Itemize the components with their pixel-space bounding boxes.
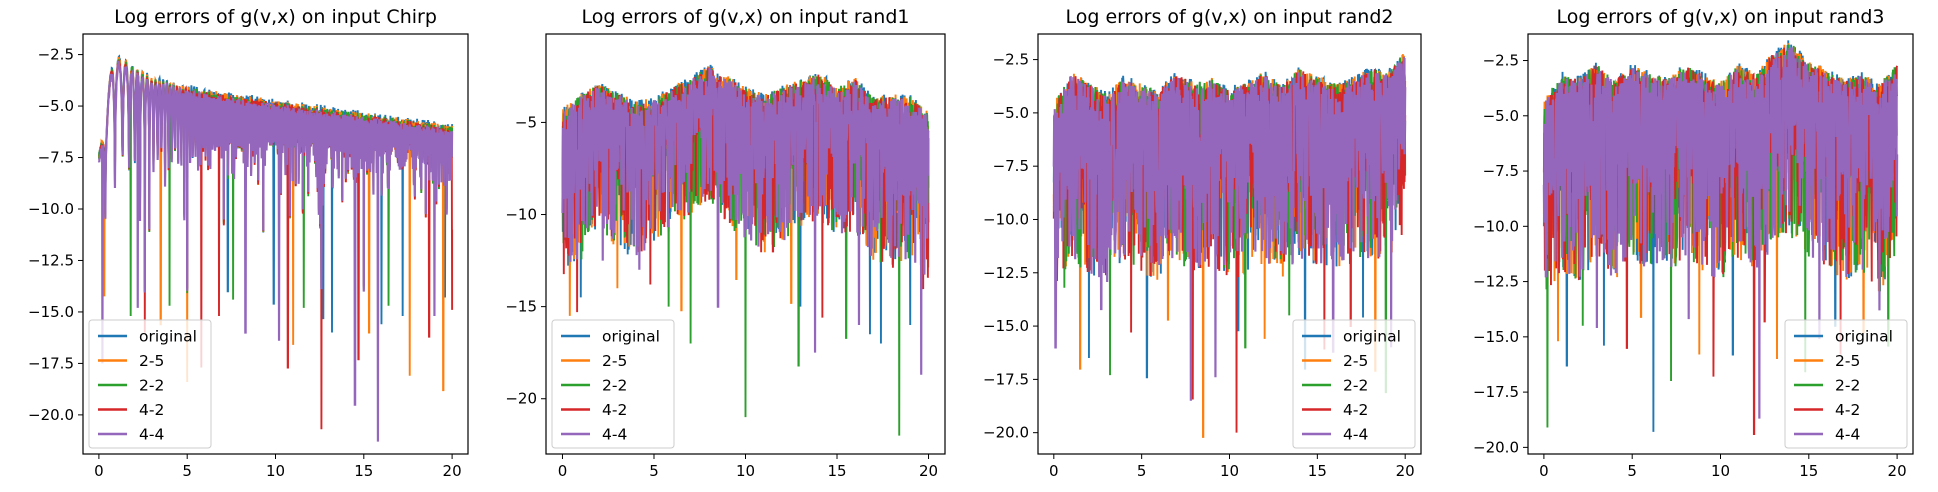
chart-panel-4: Log errors of g(v,x) on input rand3 0 5 10 1… [1473,6,1914,480]
x-tick-label: 20 [1888,462,1907,480]
y-tick-label: −7.5 [1483,162,1519,180]
legend-label: 4-2 [1343,401,1368,419]
legend-label: 4-4 [1343,426,1368,444]
legend-box [88,319,212,449]
y-tick-label: −12.5 [28,251,74,269]
legend-label: 2-2 [139,377,164,395]
legend: original 2-5 2-2 4-2 4-4 [551,319,675,449]
y-tick-label: −5.0 [993,104,1029,122]
y-tick-label: −12.5 [983,264,1029,282]
legend-label: 2-5 [602,352,627,370]
chart-title: Log errors of g(v,x) on input rand2 [1066,6,1394,28]
y-tick-label: −2.5 [38,46,74,64]
legend-box [1784,319,1908,449]
y-tick-label: −17.5 [1473,383,1519,401]
y-tick-label: −20.0 [983,424,1029,442]
x-tick-label: 5 [1137,462,1147,480]
series-group [97,54,454,442]
x-tick-label: 15 [1308,462,1327,480]
legend-label: original [602,328,660,346]
chart-title: Log errors of g(v,x) on input rand3 [1557,6,1885,28]
x-tick-label: 20 [443,462,462,480]
x-tick-label: 15 [1799,462,1818,480]
legend-label: original [1835,328,1893,346]
series-group [1052,54,1407,438]
series-line-4-4 [97,60,454,442]
x-tick-label: 15 [354,462,373,480]
y-tick-label: −20.0 [1473,438,1519,456]
y-tick-label: −10.0 [1473,217,1519,235]
legend-label: 4-4 [139,426,164,444]
chart-panel-2: Log errors of g(v,x) on input rand1 0 5 10 1… [505,6,946,480]
y-tick-label: −15 [505,298,537,316]
series-line-2-2 [561,69,930,436]
x-tick-label: 0 [1539,462,1549,480]
x-tick-label: 0 [94,462,104,480]
x-tick-label: 5 [649,462,659,480]
legend-label: 2-5 [1835,352,1860,370]
y-tick-label: −15.0 [28,303,74,321]
legend-label: 2-2 [1343,377,1368,395]
legend-label: 2-2 [602,377,627,395]
series-group [561,64,930,436]
legend: original 2-5 2-2 4-2 4-4 [88,319,212,449]
series-line-4-4 [1542,47,1899,419]
x-tick-label: 10 [1220,462,1239,480]
y-tick-label: −17.5 [983,370,1029,388]
x-tick-label: 5 [1627,462,1637,480]
y-tick-label: −2.5 [993,51,1029,69]
y-tick-label: −17.5 [28,354,74,372]
y-tick-label: −15.0 [983,317,1029,335]
legend-label: original [139,328,197,346]
legend-label: 4-4 [602,426,627,444]
x-tick-label: 0 [558,462,568,480]
chart-panel-1: Log errors of g(v,x) on input Chirp 0 5 10 1… [28,6,469,480]
y-tick-label: −20.0 [28,406,74,424]
legend-label: original [1343,328,1401,346]
x-tick-label: 10 [1711,462,1730,480]
y-tick-label: −7.5 [38,149,74,167]
legend-box [551,319,675,449]
y-tick-label: −10 [505,206,537,224]
chart-title: Log errors of g(v,x) on input rand1 [582,6,910,28]
y-tick-label: −10.0 [28,200,74,218]
legend-label: 4-2 [602,401,627,419]
series-line-4-4 [561,67,930,375]
legend: original 2-5 2-2 4-2 4-4 [1784,319,1908,449]
y-tick-label: −15.0 [1473,328,1519,346]
legend-label: 4-4 [1835,426,1860,444]
legend-label: 2-5 [1343,352,1368,370]
x-tick-label: 10 [736,462,755,480]
y-tick-label: −12.5 [1473,273,1519,291]
x-tick-label: 20 [919,462,938,480]
y-tick-label: −2.5 [1483,52,1519,70]
legend-label: 2-5 [139,352,164,370]
x-tick-label: 15 [827,462,846,480]
legend: original 2-5 2-2 4-2 4-4 [1292,319,1416,449]
series-group [1542,40,1899,436]
series-line-4-4 [1052,56,1407,401]
y-tick-label: −5.0 [1483,107,1519,125]
y-tick-label: −5 [515,113,537,131]
chart-panel-3: Log errors of g(v,x) on input rand2 0 5 10 1… [983,6,1422,480]
y-tick-label: −10.0 [983,210,1029,228]
x-tick-label: 10 [266,462,285,480]
legend-label: 2-2 [1835,377,1860,395]
y-tick-label: −7.5 [993,157,1029,175]
legend-label: 4-2 [139,401,164,419]
y-tick-label: −5.0 [38,97,74,115]
legend-box [1292,319,1416,449]
chart-title: Log errors of g(v,x) on input Chirp [114,6,437,28]
legend-label: 4-2 [1835,401,1860,419]
y-tick-label: −20 [505,390,537,408]
x-tick-label: 0 [1049,462,1059,480]
x-tick-label: 20 [1396,462,1415,480]
x-tick-label: 5 [182,462,192,480]
